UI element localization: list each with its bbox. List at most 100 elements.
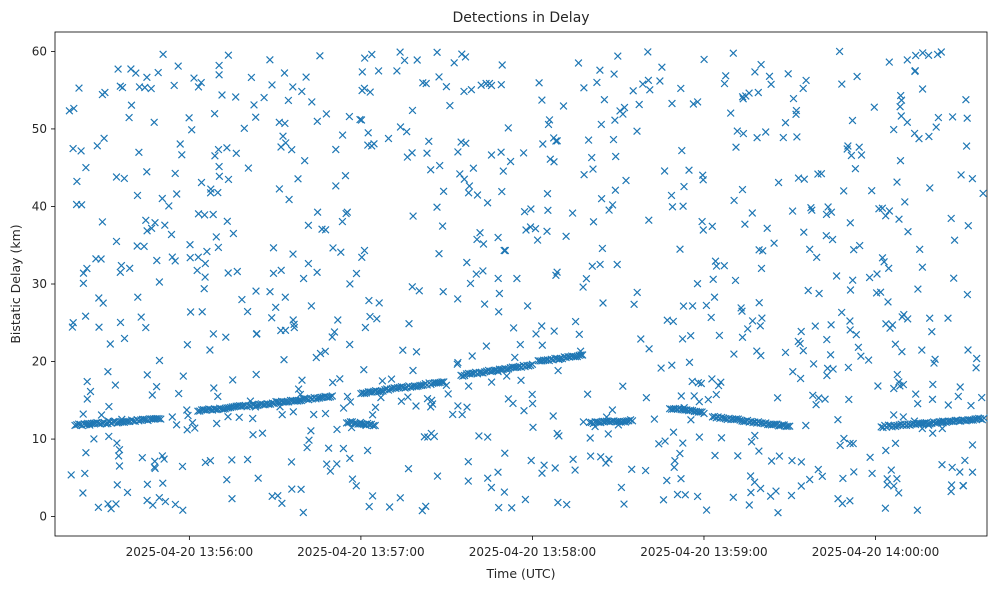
- data-point: [679, 202, 687, 211]
- data-point: [433, 203, 441, 212]
- data-point: [645, 85, 654, 94]
- data-point: [967, 401, 975, 410]
- data-point: [178, 462, 187, 471]
- data-point: [387, 375, 396, 383]
- data-point: [467, 85, 476, 94]
- data-point: [159, 50, 167, 59]
- data-point: [800, 175, 809, 184]
- data-point: [413, 56, 422, 64]
- data-point: [679, 302, 688, 310]
- data-point: [552, 271, 560, 280]
- data-point: [596, 260, 604, 269]
- data-point: [867, 186, 876, 195]
- data-point: [281, 293, 290, 302]
- data-point: [127, 65, 135, 73]
- data-point: [589, 165, 597, 173]
- data-point: [809, 360, 818, 368]
- data-point: [927, 327, 936, 336]
- data-point: [412, 347, 421, 356]
- data-point: [834, 415, 842, 424]
- data-point: [156, 415, 165, 423]
- data-point: [957, 171, 965, 179]
- data-point: [194, 83, 203, 91]
- data-point: [887, 466, 896, 474]
- data-point: [105, 402, 113, 411]
- data-point: [872, 289, 881, 297]
- data-point: [611, 186, 620, 195]
- data-point: [316, 51, 324, 60]
- data-point: [412, 402, 420, 410]
- data-point: [224, 269, 233, 277]
- data-point: [454, 148, 462, 156]
- data-point: [371, 403, 380, 412]
- data-point: [544, 206, 552, 215]
- data-point: [881, 446, 890, 455]
- data-point: [462, 258, 471, 267]
- data-point: [297, 485, 305, 494]
- data-point: [426, 165, 435, 174]
- data-point: [469, 164, 478, 173]
- data-point: [528, 399, 537, 408]
- data-point: [669, 317, 678, 326]
- data-point: [910, 417, 919, 425]
- data-point: [507, 503, 516, 512]
- data-point: [559, 102, 568, 110]
- data-point: [240, 124, 249, 133]
- data-point: [840, 434, 848, 443]
- data-point: [133, 242, 142, 250]
- data-point: [839, 187, 848, 195]
- data-point: [304, 221, 313, 230]
- data-point: [605, 206, 613, 214]
- data-point: [896, 156, 905, 165]
- data-point: [460, 87, 468, 96]
- data-point: [704, 395, 713, 404]
- data-point: [333, 316, 342, 324]
- data-point: [464, 382, 473, 390]
- data-point: [853, 72, 861, 81]
- data-point: [339, 404, 348, 412]
- data-point: [435, 73, 443, 81]
- data-points: [65, 47, 988, 517]
- data-point: [767, 80, 775, 89]
- data-point: [377, 393, 385, 402]
- data-point: [347, 423, 356, 432]
- data-point: [947, 214, 956, 223]
- data-point: [112, 173, 121, 181]
- data-point: [453, 295, 462, 303]
- data-point: [874, 382, 882, 390]
- data-point: [363, 141, 372, 149]
- data-point: [251, 113, 260, 122]
- data-point: [846, 326, 855, 334]
- data-point: [959, 481, 967, 490]
- data-point: [224, 175, 233, 184]
- data-point: [287, 485, 296, 493]
- data-point: [408, 282, 417, 291]
- data-point: [186, 308, 195, 316]
- data-point: [745, 501, 754, 509]
- data-point: [928, 395, 937, 404]
- y-axis: 0 10 20 30 40 50 60: [32, 44, 55, 524]
- data-point: [545, 116, 554, 124]
- data-point: [765, 72, 774, 81]
- data-point: [339, 444, 348, 453]
- data-point: [222, 475, 231, 484]
- data-point: [167, 230, 176, 239]
- data-point: [889, 482, 898, 490]
- data-point: [889, 411, 898, 419]
- data-point: [924, 51, 933, 60]
- data-point: [851, 164, 860, 173]
- data-point: [186, 240, 194, 249]
- data-point: [458, 372, 467, 380]
- data-point: [622, 176, 630, 185]
- x-tick-label: 2025-04-20 13:57:00: [297, 545, 424, 559]
- data-point: [613, 52, 622, 60]
- data-point: [424, 137, 433, 146]
- data-point: [797, 327, 806, 336]
- data-point: [158, 194, 167, 203]
- data-point: [571, 317, 580, 326]
- data-point: [868, 469, 876, 478]
- data-point: [83, 420, 91, 429]
- data-point: [150, 463, 159, 471]
- data-point: [346, 398, 355, 406]
- data-point: [638, 80, 647, 88]
